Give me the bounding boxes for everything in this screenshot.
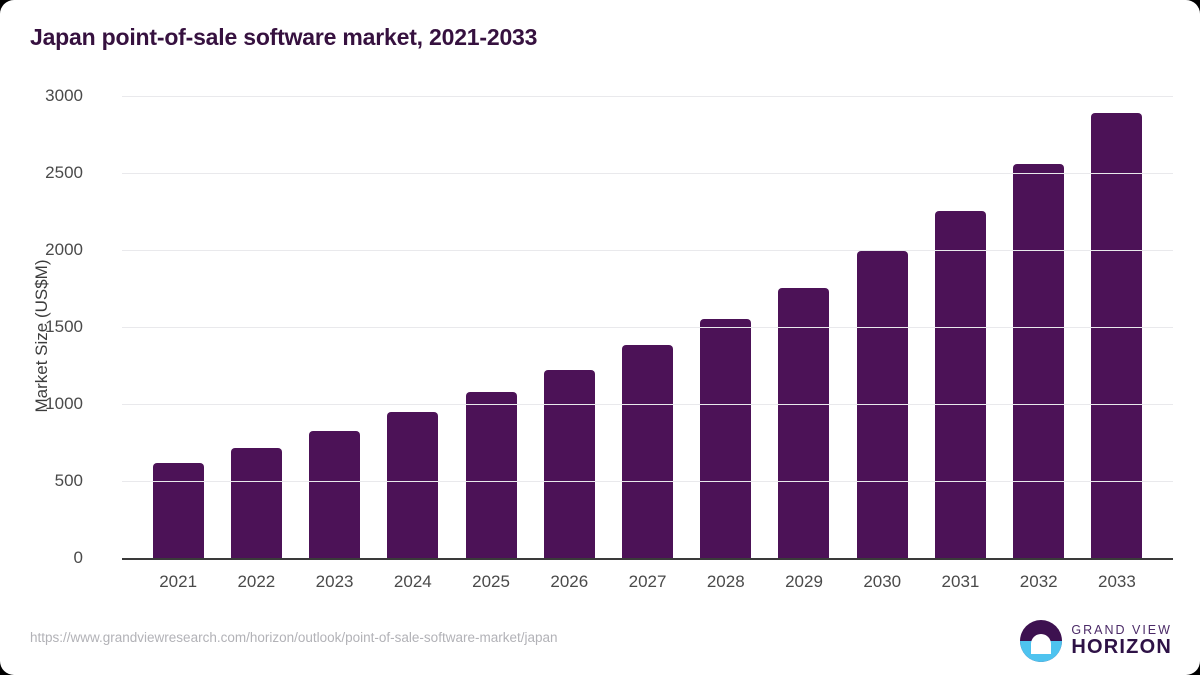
gridline — [122, 327, 1173, 328]
bar-slot: 2025 — [452, 96, 530, 591]
bar-slot: 2027 — [608, 96, 686, 591]
bar-slot: 2032 — [1000, 96, 1078, 591]
bar[interactable] — [778, 287, 830, 558]
x-tick-label: 2022 — [237, 572, 276, 591]
bar[interactable] — [1091, 112, 1143, 558]
grand-view-horizon-logo: GRAND VIEW HORIZON — [1020, 620, 1172, 662]
bar-slot: 2023 — [295, 96, 373, 591]
gridline — [122, 173, 1173, 174]
bar-slot: 2028 — [687, 96, 765, 591]
bar-slot: 2026 — [530, 96, 608, 591]
bar-slot: 2031 — [921, 96, 999, 591]
logo-ray-long — [1032, 645, 1051, 648]
bar[interactable] — [152, 462, 204, 558]
x-tick-label: 2032 — [1019, 572, 1058, 591]
bar-slot: 2022 — [217, 96, 295, 591]
x-tick-label: 2025 — [472, 572, 510, 591]
x-axis-line — [122, 558, 1173, 560]
x-tick-label: 2030 — [863, 572, 902, 591]
y-tick-label: 1500 — [45, 317, 83, 336]
gridline — [122, 404, 1173, 405]
y-tick-label: 1000 — [45, 394, 83, 413]
bar[interactable] — [622, 344, 674, 558]
x-tick-label: 2033 — [1098, 572, 1136, 591]
x-tick-label: 2024 — [393, 572, 432, 591]
bar-slot: 2029 — [765, 96, 843, 591]
bar[interactable] — [230, 447, 282, 558]
bar[interactable] — [700, 318, 752, 558]
x-tick-label: 2026 — [550, 572, 589, 591]
chart-title: Japan point-of-sale software market, 202… — [30, 24, 538, 50]
x-tick-label: 2028 — [706, 572, 745, 591]
y-tick-label: 500 — [54, 471, 83, 490]
gridline — [122, 250, 1173, 251]
logo-text-bottom: HORIZON — [1071, 636, 1172, 659]
bar-series: 2021 2022 2023 2024 2025 2026 2027 2028 2029 2030… — [122, 96, 1173, 591]
x-tick-label: 2031 — [941, 572, 980, 591]
bar-slot: 2033 — [1078, 96, 1156, 591]
y-tick-label: 3000 — [45, 86, 83, 105]
y-tick-label: 0 — [73, 548, 83, 567]
bar-slot: 2021 — [139, 96, 217, 591]
source-url[interactable]: https://www.grandviewresearch.com/horizo… — [30, 630, 558, 645]
bar[interactable] — [543, 370, 595, 558]
horizon-sun-icon — [1020, 620, 1063, 662]
x-tick-label: 2029 — [785, 572, 823, 591]
bar[interactable] — [934, 210, 986, 558]
plot-area: 2021 2022 2023 2024 2025 2026 2027 2028 2029 2030… — [45, 86, 1173, 591]
y-tick-label: 2000 — [45, 240, 83, 259]
bar[interactable] — [387, 411, 439, 558]
logo-text: GRAND VIEW HORIZON — [1071, 622, 1172, 659]
logo-sun-shape — [1031, 633, 1052, 654]
bar[interactable] — [1013, 163, 1065, 558]
y-tick-label: 2500 — [45, 163, 83, 182]
gridline — [122, 96, 1173, 97]
bar-slot: 2024 — [374, 96, 452, 591]
logo-text-top: GRAND VIEW — [1071, 622, 1172, 637]
x-tick-label: 2023 — [315, 572, 354, 591]
x-tick-label: 2021 — [159, 572, 198, 591]
bar[interactable] — [465, 392, 517, 558]
bar[interactable] — [309, 430, 361, 558]
gridline — [122, 481, 1173, 482]
x-tick-label: 2027 — [628, 572, 667, 591]
logo-ray-short — [1035, 649, 1047, 652]
